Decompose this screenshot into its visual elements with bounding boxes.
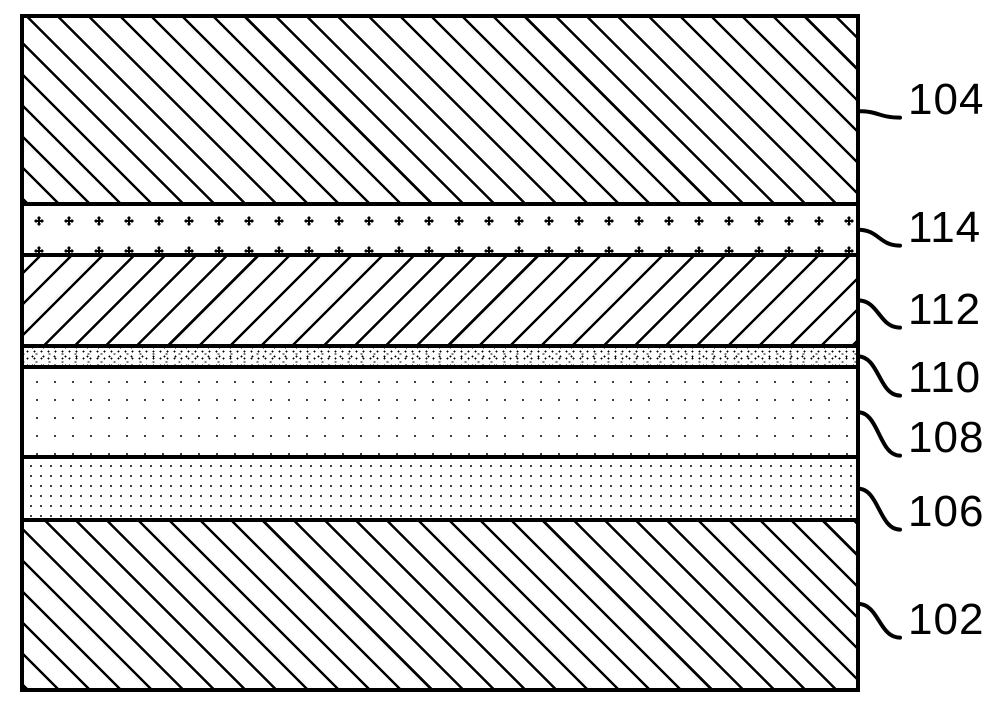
label-110: 110 bbox=[908, 353, 981, 403]
layer-108 bbox=[24, 367, 856, 457]
label-106: 106 bbox=[908, 487, 984, 537]
label-102: 102 bbox=[908, 595, 984, 645]
leader-108 bbox=[858, 412, 900, 455]
layer-110 bbox=[24, 346, 856, 367]
label-114: 114 bbox=[908, 203, 981, 253]
layer-112 bbox=[24, 255, 856, 345]
leader-106 bbox=[858, 489, 900, 530]
label-108: 108 bbox=[908, 413, 984, 463]
layer-stack bbox=[20, 14, 860, 692]
layer-stack-figure: 104 114 112 110 108 106 102 bbox=[0, 0, 1000, 704]
label-104: 104 bbox=[908, 75, 984, 125]
leader-114 bbox=[858, 230, 900, 246]
leader-110 bbox=[858, 356, 900, 395]
layer-102 bbox=[24, 520, 856, 688]
layer-104 bbox=[24, 18, 856, 204]
leader-104 bbox=[858, 111, 900, 117]
layer-106 bbox=[24, 457, 856, 519]
label-112: 112 bbox=[908, 285, 981, 335]
leader-102 bbox=[858, 604, 900, 638]
leader-112 bbox=[858, 300, 900, 327]
layer-114 bbox=[24, 204, 856, 255]
